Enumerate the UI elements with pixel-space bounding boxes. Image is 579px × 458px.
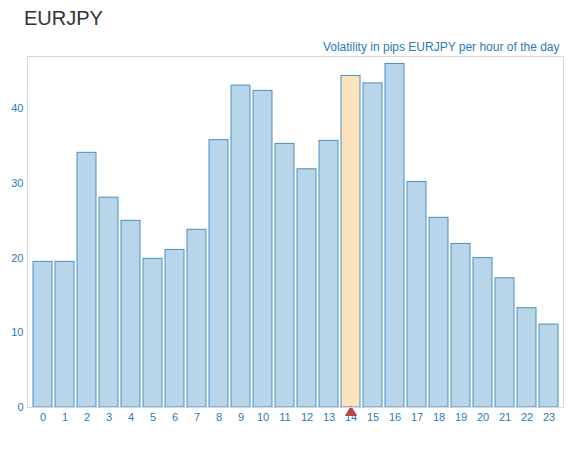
svg-text:8: 8 — [216, 411, 222, 423]
svg-text:2: 2 — [84, 411, 90, 423]
svg-text:18: 18 — [433, 411, 445, 423]
svg-text:0: 0 — [40, 411, 46, 423]
svg-text:13: 13 — [323, 411, 335, 423]
svg-text:40: 40 — [11, 102, 23, 114]
svg-text:16: 16 — [389, 411, 401, 423]
svg-text:19: 19 — [455, 411, 467, 423]
svg-text:10: 10 — [11, 326, 23, 338]
svg-text:20: 20 — [477, 411, 489, 423]
svg-text:11: 11 — [279, 411, 290, 423]
svg-text:12: 12 — [301, 411, 313, 423]
html-text:EURJPY: EURJPY — [24, 7, 103, 29]
svg-text:0: 0 — [17, 401, 23, 413]
svg-text:30: 30 — [11, 177, 23, 189]
svg-text:1: 1 — [62, 411, 68, 423]
svg-text:9: 9 — [238, 411, 244, 423]
svg-text:3: 3 — [106, 411, 112, 423]
svg-text:15: 15 — [367, 411, 379, 423]
svg-text:14: 14 — [344, 411, 358, 424]
svg-text:6: 6 — [172, 411, 178, 423]
svg-text:10: 10 — [257, 411, 269, 423]
svg-text:Volatility in pips EURJPY per: Volatility in pips EURJPY per hour of th… — [323, 40, 560, 54]
svg-text:4: 4 — [128, 411, 134, 423]
svg-text:22: 22 — [521, 411, 533, 423]
svg-text:17: 17 — [411, 411, 423, 423]
svg-text:7: 7 — [194, 411, 200, 423]
svg-text:5: 5 — [150, 411, 156, 423]
svg-text:21: 21 — [499, 411, 511, 423]
svg-text:23: 23 — [543, 411, 555, 423]
svg-text:20: 20 — [11, 252, 23, 264]
